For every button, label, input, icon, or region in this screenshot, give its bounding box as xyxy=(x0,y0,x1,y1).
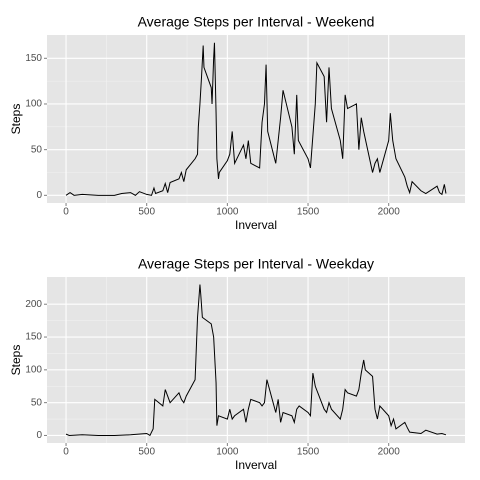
data-line xyxy=(65,284,447,437)
x-tick-label: 1500 xyxy=(297,447,320,458)
y-tick-label: 150 xyxy=(25,332,42,343)
y-tick-label: 200 xyxy=(25,299,42,310)
x-tick-label: 2000 xyxy=(378,207,401,218)
x-tick-label: 1000 xyxy=(216,207,239,218)
y-tick-label: 0 xyxy=(36,430,42,441)
x-axis-label: Inverval xyxy=(235,458,277,472)
x-tick-label: 500 xyxy=(138,207,155,218)
y-tick-label: 50 xyxy=(31,144,43,155)
x-tick-label: 1000 xyxy=(216,447,239,458)
y-axis-label: Steps xyxy=(9,345,23,376)
x-tick-label: 1500 xyxy=(297,207,320,218)
x-axis-label: Inverval xyxy=(235,218,277,232)
x-tick-label: 0 xyxy=(63,447,69,458)
x-tick-label: 500 xyxy=(138,447,155,458)
y-tick-label: 100 xyxy=(25,99,42,110)
panel xyxy=(47,277,465,443)
x-tick-label: 0 xyxy=(63,207,69,218)
y-tick-label: 0 xyxy=(36,190,42,201)
y-tick-label: 150 xyxy=(25,53,42,64)
y-tick-label: 50 xyxy=(31,397,43,408)
chart-title: Average Steps per Interval - Weekday xyxy=(138,256,374,272)
y-axis-label: Steps xyxy=(9,104,23,135)
panel xyxy=(47,35,465,203)
chart-title: Average Steps per Interval - Weekend xyxy=(138,14,375,30)
y-tick-label: 100 xyxy=(25,364,42,375)
data-line xyxy=(65,42,447,196)
x-tick-label: 2000 xyxy=(378,447,401,458)
